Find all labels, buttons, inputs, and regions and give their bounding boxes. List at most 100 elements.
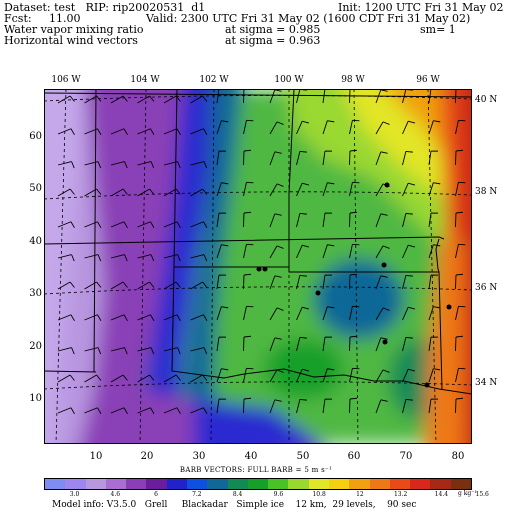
wind-barb-feather — [203, 161, 208, 169]
wind-barb — [402, 307, 409, 321]
wind-barb-feather — [299, 398, 307, 401]
x-tick-label: 80 — [451, 451, 465, 462]
wind-barb-feather — [122, 188, 128, 195]
wind-barb-feather — [71, 254, 75, 262]
wind-barb-feather — [150, 221, 155, 229]
wind-barb — [269, 307, 278, 321]
wind-barb — [375, 245, 384, 259]
color-scale-swatch — [186, 479, 208, 489]
latitude-label: 40 N — [475, 95, 498, 105]
wind-barb — [375, 89, 382, 104]
wind-barb — [163, 161, 178, 166]
wind-barb-feather — [124, 254, 128, 262]
wind-barb — [455, 306, 459, 321]
wind-barb-feather — [276, 307, 284, 311]
wind-barb — [375, 213, 382, 228]
color-scale-swatch — [389, 479, 411, 489]
color-scale-swatch — [268, 479, 289, 489]
wind-barb-feather — [433, 244, 441, 247]
wind-barb — [137, 188, 150, 197]
wind-barb-feather — [455, 397, 463, 400]
y-tick-label: 50 — [29, 183, 42, 194]
wind-barb-feather — [203, 314, 208, 322]
wind-barb-feather — [274, 337, 282, 340]
city-marker — [381, 262, 387, 268]
wind-barb-feather — [123, 314, 128, 322]
wind-barb — [57, 314, 72, 321]
wind-barb-feather — [405, 150, 413, 153]
wind-barb-feather — [433, 368, 441, 371]
wind-barb — [137, 254, 152, 259]
wind-barb — [428, 213, 432, 228]
wind-barb — [269, 151, 276, 166]
wind-barb-feather — [70, 314, 75, 322]
color-scale-swatch — [146, 479, 167, 489]
wind-barb — [190, 374, 203, 383]
wind-barb — [402, 89, 407, 104]
wind-barb-feather — [327, 182, 335, 185]
wind-barb — [190, 314, 204, 321]
color-scale-swatch — [105, 479, 127, 489]
wind-barb-feather — [433, 306, 441, 309]
wind-barb — [57, 128, 72, 135]
x-tick-label: 70 — [399, 451, 413, 462]
wind-barb — [190, 281, 203, 290]
wind-barb — [296, 245, 303, 259]
wind-barb-feather — [221, 120, 229, 123]
color-scale-swatch — [430, 479, 451, 489]
wind-barb — [296, 183, 303, 197]
city-marker — [256, 266, 262, 272]
wind-barb — [137, 95, 150, 104]
wind-barb-feather — [274, 213, 282, 216]
color-scale-label: 15.6 — [475, 491, 489, 498]
wind-barb-feather — [70, 128, 75, 136]
longitude-label: 102 W — [199, 75, 229, 85]
wind-barb — [137, 281, 150, 290]
wind-barb — [57, 281, 71, 290]
wind-barb-feather — [221, 368, 229, 371]
field-2-level: at sigma = 0.963 — [225, 34, 321, 47]
wind-barb — [428, 368, 434, 383]
wind-barb — [402, 245, 409, 259]
wind-barb — [163, 128, 178, 135]
wind-barb-feather — [97, 161, 102, 169]
y-tick-label: 10 — [29, 393, 42, 404]
x-tick-label: 40 — [244, 451, 258, 462]
wind-barb — [57, 221, 72, 228]
wind-barb — [163, 314, 178, 321]
wind-barb-feather — [382, 245, 390, 249]
wind-barb — [84, 407, 98, 414]
field-1-name: Water vapor mixing ratio — [4, 23, 144, 36]
wind-barb — [269, 89, 276, 104]
wind-barb — [402, 213, 407, 228]
moisture-map — [44, 89, 472, 444]
wind-barb-feather — [202, 374, 208, 381]
wind-barb — [57, 188, 71, 197]
color-scale-label: 13.2 — [393, 491, 408, 498]
wind-barb-feather — [203, 407, 208, 415]
wind-barb — [322, 120, 328, 135]
wind-barb-feather — [221, 306, 229, 309]
color-scale-label: 8.4 — [232, 491, 243, 498]
wind-barb — [190, 221, 204, 228]
wind-barb — [428, 306, 434, 321]
wind-barb-feather — [175, 281, 181, 288]
wind-barb-feather — [97, 128, 102, 136]
wind-barb — [375, 183, 384, 197]
wind-barb-feather — [274, 399, 282, 402]
wind-barb-feather — [150, 314, 155, 322]
wind-barb — [163, 347, 178, 352]
wind-barb-feather — [203, 254, 208, 262]
color-scale-label: 9.6 — [273, 491, 284, 498]
wind-barb-feather — [69, 95, 75, 102]
wind-barb-feather — [203, 221, 208, 229]
wind-barb-feather — [349, 273, 357, 276]
wind-barb-feather — [405, 212, 413, 215]
color-scale-label: 3.0 — [69, 491, 80, 498]
wind-barb-feather — [433, 120, 441, 123]
wind-barb — [110, 374, 124, 383]
color-scale-label: 7.2 — [192, 491, 202, 498]
color-scale-swatch — [227, 479, 248, 489]
wind-barb — [137, 128, 151, 135]
wind-barb-feather — [349, 397, 357, 400]
